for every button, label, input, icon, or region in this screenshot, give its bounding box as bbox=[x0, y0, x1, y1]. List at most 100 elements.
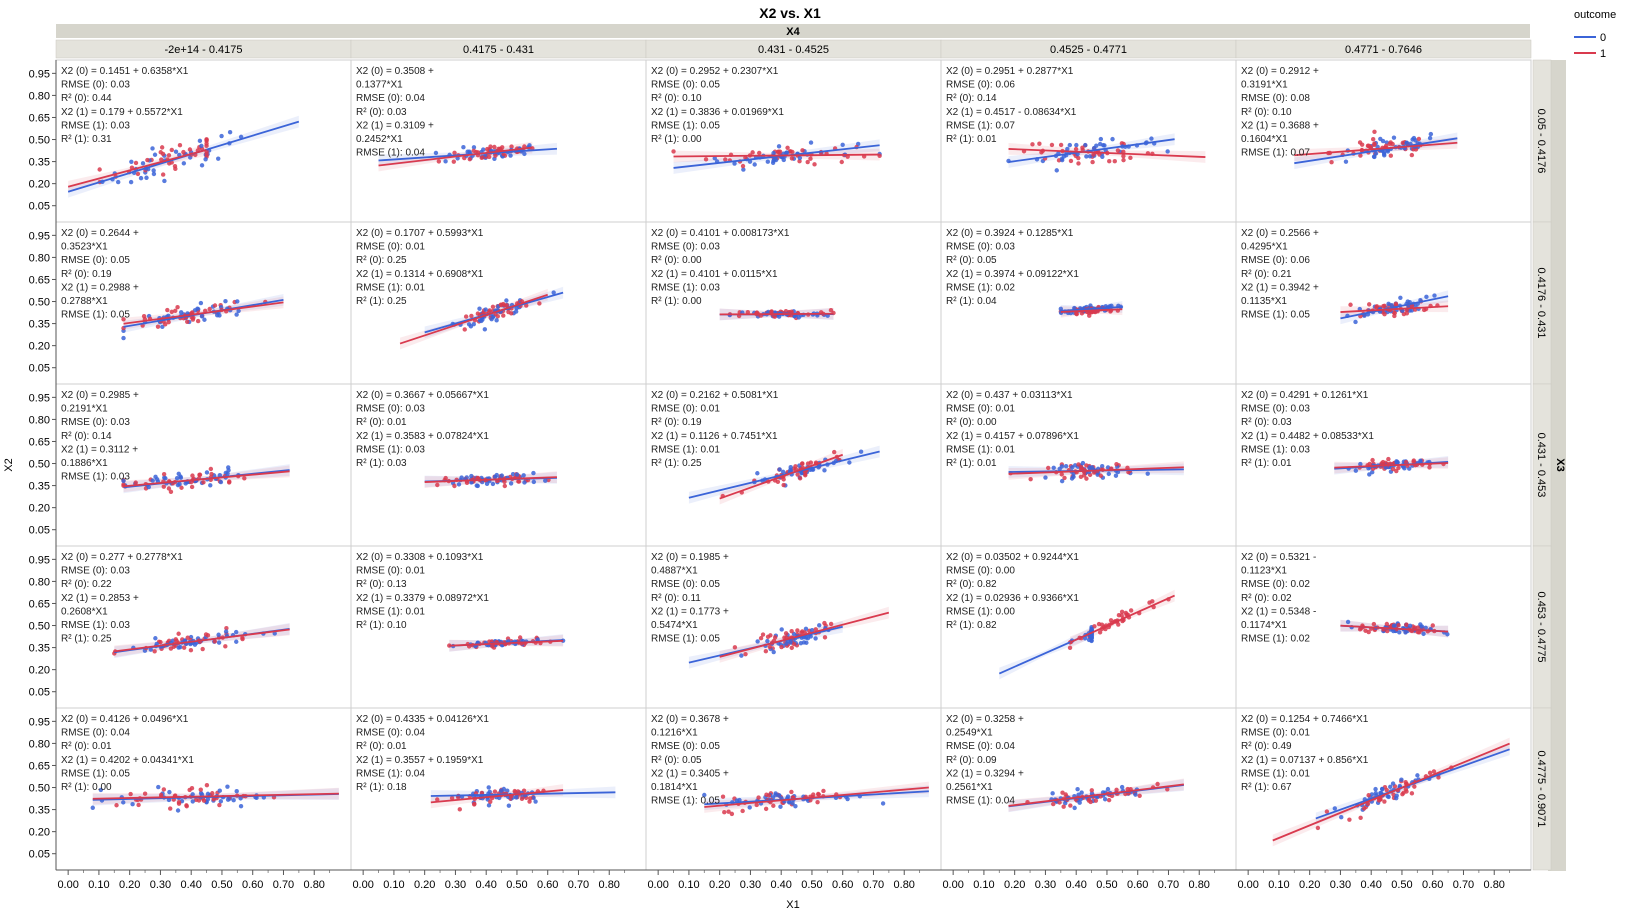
fit-annotation: R² (0): 0.19 bbox=[61, 269, 112, 280]
scatter-point-1 bbox=[671, 149, 676, 154]
scatter-point-0 bbox=[1372, 154, 1377, 160]
scatter-point-1 bbox=[1357, 140, 1363, 145]
scatter-point-1 bbox=[1119, 609, 1125, 615]
scatter-point-1 bbox=[166, 153, 172, 158]
scatter-point-1 bbox=[179, 485, 184, 490]
scatter-point-1 bbox=[1315, 825, 1321, 831]
scatter-point-1 bbox=[212, 639, 218, 644]
fit-annotation: RMSE (1): 0.04 bbox=[946, 796, 1015, 807]
scatter-point-0 bbox=[116, 179, 121, 185]
x-tick-label: 0.40 bbox=[180, 879, 201, 891]
col-label-0: -2e+14 - 0.4175 bbox=[165, 44, 243, 56]
fit-annotation: 0.1135*X1 bbox=[1241, 296, 1287, 307]
fit-annotation: RMSE (1): 0.04 bbox=[356, 768, 425, 779]
scatter-point-0 bbox=[1424, 294, 1429, 300]
scatter-point-0 bbox=[148, 647, 154, 652]
scatter-point-1 bbox=[196, 798, 202, 803]
fit-annotation: RMSE (1): 0.02 bbox=[946, 282, 1015, 293]
panel-frame bbox=[1235, 221, 1532, 385]
scatter-point-0 bbox=[461, 144, 466, 150]
scatter-point-0 bbox=[121, 335, 126, 341]
scatter-point-1 bbox=[1086, 798, 1092, 803]
scatter-point-0 bbox=[1373, 786, 1378, 792]
scatter-point-1 bbox=[1060, 790, 1065, 795]
scatter-point-1 bbox=[1084, 463, 1089, 468]
scatter-point-1 bbox=[1409, 152, 1415, 158]
fit-annotation: R² (0): 0.14 bbox=[946, 93, 997, 104]
scatter-point-0 bbox=[484, 481, 490, 487]
scatter-point-0 bbox=[128, 179, 134, 185]
scatter-point-1 bbox=[1324, 809, 1330, 814]
row-label-0: 0.05 - 0.4176 bbox=[1535, 109, 1547, 174]
scatter-point-1 bbox=[1347, 817, 1352, 822]
scatter-point-1 bbox=[1084, 476, 1089, 481]
fit-annotation: R² (0): 0.01 bbox=[356, 417, 407, 428]
scatter-point-1 bbox=[1366, 793, 1371, 798]
fit-line-1 bbox=[1272, 742, 1510, 842]
scatter-point-1 bbox=[97, 167, 102, 172]
x-tick-label: 0.40 bbox=[1065, 879, 1086, 891]
scatter-point-0 bbox=[793, 804, 798, 809]
y-tick-label: 0.50 bbox=[29, 621, 50, 633]
scatter-point-0 bbox=[739, 653, 744, 658]
scatter-point-0 bbox=[521, 473, 526, 478]
scatter-point-0 bbox=[217, 313, 222, 318]
scatter-point-0 bbox=[459, 475, 464, 480]
x-tick-label: 0.20 bbox=[1299, 879, 1320, 891]
y-tick-label: 0.80 bbox=[29, 90, 50, 102]
legend-title: outcome bbox=[1574, 9, 1616, 21]
scatter-point-1 bbox=[435, 482, 440, 488]
scatter-point-1 bbox=[155, 324, 161, 329]
scatter-point-0 bbox=[732, 161, 737, 166]
fit-annotation: RMSE (1): 0.01 bbox=[651, 444, 720, 455]
scatter-point-1 bbox=[1080, 145, 1085, 150]
scatter-point-1 bbox=[723, 157, 728, 162]
scatter-point-0 bbox=[1345, 619, 1351, 625]
scatter-point-0 bbox=[786, 800, 792, 805]
scatter-point-1 bbox=[490, 644, 495, 649]
scatter-point-0 bbox=[1399, 777, 1404, 782]
y-tick-label: 0.05 bbox=[29, 363, 50, 375]
scatter-point-1 bbox=[200, 646, 205, 652]
scatter-point-0 bbox=[483, 307, 488, 312]
x-tick-label: 0.50 bbox=[211, 879, 232, 891]
scatter-point-1 bbox=[471, 148, 476, 153]
scatter-point-1 bbox=[772, 635, 778, 640]
scatter-point-1 bbox=[828, 621, 834, 627]
scatter-point-0 bbox=[469, 480, 474, 485]
scatter-point-1 bbox=[519, 796, 525, 802]
scatter-point-0 bbox=[469, 473, 474, 479]
x-tick-label: 0.50 bbox=[1096, 879, 1117, 891]
scatter-point-1 bbox=[197, 472, 203, 477]
scatter-point-0 bbox=[808, 140, 814, 145]
scatter-point-1 bbox=[1378, 797, 1383, 802]
scatter-point-1 bbox=[1128, 608, 1134, 613]
scatter-point-1 bbox=[813, 627, 818, 632]
scatter-point-1 bbox=[181, 645, 187, 650]
scatter-point-1 bbox=[509, 144, 514, 149]
scatter-point-0 bbox=[153, 636, 158, 641]
scatter-point-0 bbox=[163, 476, 168, 481]
x-tick-label: 0.10 bbox=[973, 879, 994, 891]
scatter-point-1 bbox=[1108, 618, 1114, 623]
y-tick-label: 0.35 bbox=[29, 643, 50, 655]
y-tick-label: 0.80 bbox=[29, 738, 50, 750]
fit-annotation: X2 (1) = 0.3557 + 0.1959*X1 bbox=[356, 755, 484, 766]
scatter-point-1 bbox=[811, 792, 816, 797]
fit-annotation: X2 (0) = 0.2162 + 0.5081*X1 bbox=[651, 390, 779, 401]
panel-frame bbox=[940, 59, 1237, 223]
x-tick-label: 0.80 bbox=[1484, 879, 1505, 891]
scatter-point-1 bbox=[1415, 629, 1421, 635]
scatter-point-0 bbox=[121, 478, 126, 484]
fit-annotation: R² (0): 0.44 bbox=[61, 93, 112, 104]
scatter-point-1 bbox=[1114, 787, 1119, 793]
row-label-1: 0.4176 - 0.431 bbox=[1535, 268, 1547, 339]
panel-1-4: X2 (0) = 0.2566 + 0.4295*X1 RMSE (0): 0.06… bbox=[1235, 221, 1532, 385]
scatter-point-1 bbox=[800, 148, 805, 153]
scatter-point-0 bbox=[216, 632, 221, 637]
scatter-point-0 bbox=[1378, 136, 1383, 142]
fit-annotation: X2 (0) = 0.277 + 0.2778*X1 bbox=[61, 552, 183, 563]
scatter-point-1 bbox=[785, 145, 790, 150]
fit-annotation: X2 (1) = 0.3294 + bbox=[946, 768, 1024, 779]
fit-annotation: X2 (1) = 0.3942 + bbox=[1241, 282, 1319, 293]
